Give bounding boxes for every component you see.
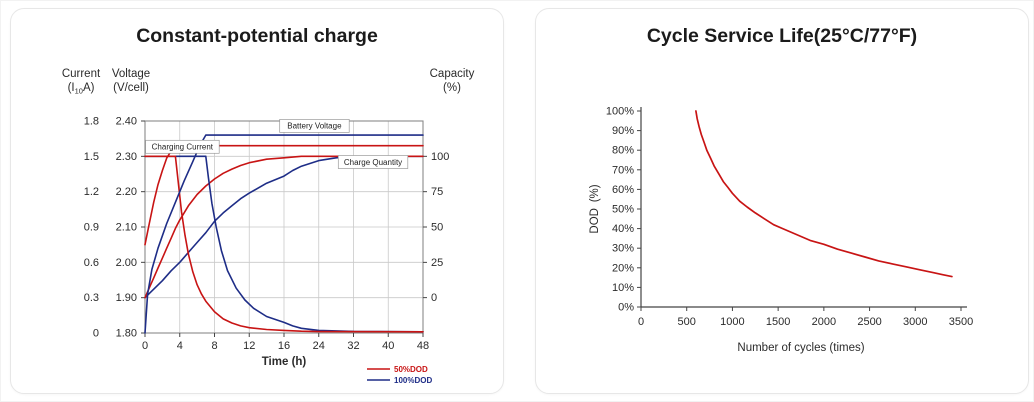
cycles-tick-label: 3000 bbox=[903, 316, 927, 328]
time-tick-label: 24 bbox=[313, 340, 325, 352]
dod-tick-label: 70% bbox=[612, 164, 634, 176]
time-tick-label: 16 bbox=[278, 340, 290, 352]
capacity-axis-title-line2: (%) bbox=[443, 82, 461, 94]
dod-tick-label: 40% bbox=[612, 223, 634, 235]
left-chart-dynamic-layer: 1.8 1.5 1.2 0.9 0.6 0.3 0 2.40 2.30 2.20 2.10 2.00 1… bbox=[84, 116, 450, 353]
cycle-service-life-chart: 100% 90% 80% 70% 60% 50% 40% 30% 20% 10% 0% 0 500 100… bbox=[589, 106, 973, 355]
current-tick-label: 1.5 bbox=[84, 151, 99, 163]
tick-marks bbox=[141, 120, 427, 337]
series-50-dod-charge-quantity bbox=[144, 155, 424, 299]
tick-marks bbox=[637, 110, 962, 311]
cycles-tick-label: 500 bbox=[678, 316, 696, 328]
annotation-box bbox=[279, 119, 350, 133]
current-tick-label: 0.9 bbox=[84, 222, 99, 234]
dod-tick-label: 20% bbox=[612, 262, 634, 274]
current-tick-label: 1.2 bbox=[84, 186, 99, 198]
current-unit-post: A) bbox=[83, 82, 95, 94]
series-cycle-life bbox=[695, 110, 953, 278]
right-chart-title: Cycle Service Life(25°C/77°F) bbox=[646, 25, 918, 47]
cycles-tick-label: 3500 bbox=[949, 316, 973, 328]
capacity-tick-label: 75 bbox=[431, 186, 443, 198]
constant-potential-charge-chart: 1.8 1.5 1.2 0.9 0.6 0.3 0 2.40 2.30 2.20 2.10 2.00 1… bbox=[62, 68, 475, 385]
capacity-axis-title-line1: Capacity bbox=[430, 68, 475, 80]
current-tick-label: 0.3 bbox=[84, 292, 99, 304]
voltage-tick-label: 2.10 bbox=[116, 222, 137, 234]
series-50-dod-charging-current bbox=[144, 155, 424, 333]
curve-annotation: Charge Quantity bbox=[344, 158, 402, 167]
dod-tick-label: 50% bbox=[612, 204, 634, 216]
current-unit-pre: (I bbox=[68, 82, 75, 94]
dod-tick-label: 80% bbox=[612, 145, 634, 157]
current-axis-title-line1: Current bbox=[62, 68, 101, 80]
cycle-service-life-card: Cycle Service Life(25°C/77°F) 100% 90% 80%… bbox=[535, 8, 1029, 394]
time-tick-label: 0 bbox=[142, 340, 148, 352]
left-chart-title: Constant-potential charge bbox=[136, 25, 378, 47]
capacity-tick-label: 0 bbox=[431, 292, 437, 304]
current-unit-subscript: 10 bbox=[75, 87, 83, 96]
cycles-tick-label: 0 bbox=[638, 316, 644, 328]
cycles-tick-label: 1000 bbox=[720, 316, 744, 328]
dod-tick-label: 30% bbox=[612, 243, 634, 255]
legend-label-50dod: 50%DOD bbox=[394, 365, 428, 374]
legend: 50%DOD 100%DOD bbox=[367, 365, 432, 385]
annotation-box bbox=[337, 155, 409, 169]
axes bbox=[640, 107, 967, 308]
time-tick-label: 48 bbox=[417, 340, 429, 352]
voltage-tick-label: 1.90 bbox=[116, 292, 137, 304]
dod-axis-label: DOD (%) bbox=[589, 184, 601, 233]
time-tick-label: 40 bbox=[382, 340, 394, 352]
current-tick-label: 1.8 bbox=[84, 116, 99, 128]
time-tick-label: 32 bbox=[347, 340, 359, 352]
current-axis-title-line2: (I10A) bbox=[68, 82, 95, 96]
series-100-dod-charging-current bbox=[144, 155, 424, 333]
right-chart-dynamic-layer: 100% 90% 80% 70% 60% 50% 40% 30% 20% 10% 0% 0 500 100… bbox=[606, 106, 973, 329]
capacity-tick-label: 100 bbox=[431, 151, 449, 163]
capacity-tick-label: 50 bbox=[431, 222, 443, 234]
current-tick-label: 0.6 bbox=[84, 257, 99, 269]
voltage-tick-label: 1.80 bbox=[116, 328, 137, 340]
voltage-tick-label: 2.30 bbox=[116, 151, 137, 163]
constant-potential-charge-card: Constant-potential charge 1.8 1.5 1.2 0.9 0.… bbox=[10, 8, 504, 394]
dod-tick-label: 90% bbox=[612, 125, 634, 137]
dod-tick-label: 60% bbox=[612, 184, 634, 196]
voltage-axis-title-line2: (V/cell) bbox=[113, 82, 149, 94]
cycles-axis-label: Number of cycles (times) bbox=[737, 342, 864, 354]
cycles-tick-label: 2500 bbox=[857, 316, 881, 328]
time-axis-label: Time (h) bbox=[262, 356, 307, 368]
curve-annotation: Charging Current bbox=[152, 143, 214, 152]
series-100-dod-charge-quantity bbox=[144, 155, 424, 299]
cycles-tick-label: 2000 bbox=[812, 316, 836, 328]
curve-annotation: Battery Voltage bbox=[287, 122, 342, 131]
voltage-tick-label: 2.00 bbox=[116, 257, 137, 269]
capacity-tick-label: 25 bbox=[431, 257, 443, 269]
dod-tick-label: 10% bbox=[612, 282, 634, 294]
current-tick-label: 0 bbox=[93, 328, 99, 340]
annotation-box bbox=[145, 139, 220, 154]
dod-tick-label: 0% bbox=[618, 302, 634, 314]
time-tick-label: 8 bbox=[211, 340, 217, 352]
voltage-tick-label: 2.20 bbox=[116, 186, 137, 198]
voltage-tick-label: 2.40 bbox=[116, 116, 137, 128]
legend-label-100dod: 100%DOD bbox=[394, 376, 432, 385]
cycles-tick-label: 1500 bbox=[766, 316, 790, 328]
time-tick-label: 4 bbox=[177, 340, 183, 352]
dod-tick-label: 100% bbox=[606, 106, 634, 118]
voltage-axis-title-line1: Voltage bbox=[112, 68, 150, 80]
time-tick-label: 12 bbox=[243, 340, 255, 352]
